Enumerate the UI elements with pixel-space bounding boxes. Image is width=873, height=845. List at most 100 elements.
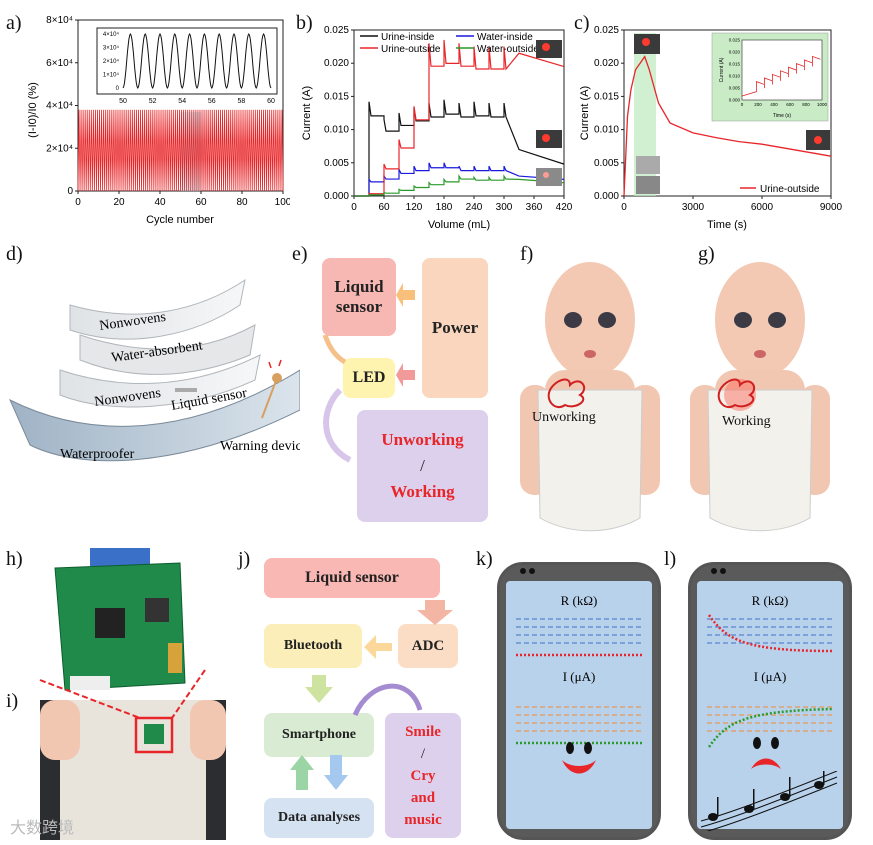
e-unworking-label: Unworking — [381, 430, 464, 449]
xtick-label: 6000 — [751, 202, 774, 213]
chart-b-line-urine-inside — [354, 99, 565, 197]
j-liquid-sensor-box: Liquid sensor — [264, 558, 440, 598]
xtick-label: 60 — [378, 202, 390, 213]
inset-ytick-label: 0.010 — [729, 74, 741, 79]
xtick-label: 420 — [556, 202, 573, 213]
watermark: 大数跨境 — [10, 820, 75, 837]
j-adc-box: ADC — [398, 624, 458, 668]
inset-xtick-label: 50 — [119, 98, 127, 105]
baby-with-circuit-photo — [40, 700, 226, 840]
indicator-outline-off — [547, 378, 586, 409]
music-notes-icon — [700, 771, 838, 831]
inset-xtick-label: 52 — [149, 98, 157, 105]
sad-face-icon — [751, 737, 781, 769]
phone-normal: R (kΩ) I (μA) — [497, 562, 661, 840]
water-absorbent-layer — [79, 324, 256, 375]
label-warning-device: Warning device — [220, 439, 300, 454]
ytick-label: 0.010 — [324, 125, 349, 136]
j-arrows — [290, 600, 453, 790]
e-liquid-sensor-box: Liquid sensor — [322, 258, 396, 336]
chart-c-inset-ylabel: Current (A) — [719, 57, 725, 82]
led-glow — [724, 379, 756, 411]
inset-xtick-label: 54 — [178, 98, 186, 105]
inset-xtick-label: 600 — [786, 102, 794, 107]
j-output-box: Smile / Cry and music — [385, 713, 461, 838]
circuit-board-photo — [40, 548, 212, 698]
panel-label-g: g) — [698, 243, 715, 265]
panel-label-j: j) — [238, 548, 251, 570]
panel-label-l: l) — [664, 548, 677, 570]
chart-a-ylabel: (I-I0)/I0 (%) — [27, 82, 39, 138]
xtick-label: 100 — [275, 197, 290, 208]
legend-water-inside: Water-inside — [477, 32, 533, 43]
j-cry: Cry — [410, 767, 436, 784]
ytick-label: 0.010 — [594, 125, 619, 136]
j-smartphone-box: Smartphone — [264, 713, 374, 757]
xtick-label: 3000 — [682, 202, 705, 213]
chart-b-line-water-inside — [354, 162, 565, 197]
chart-c-line — [623, 55, 832, 197]
chart-c-photos — [634, 34, 830, 194]
arrow-power-to-led — [396, 363, 415, 387]
inset-ytick-label: 4×10⁴ — [103, 31, 120, 38]
panel-label-b: b) — [296, 12, 313, 34]
legend-water-outside: Water-outside — [477, 44, 539, 55]
xtick-label: 20 — [113, 197, 125, 208]
e-power-box: Power — [422, 258, 488, 398]
zoom-lines — [39, 669, 206, 719]
l-i-label: I (μA) — [753, 669, 787, 684]
ytick-label: 0.015 — [324, 91, 349, 102]
inset-xtick-label: 800 — [802, 102, 810, 107]
inset-ytick-label: 0.020 — [729, 50, 741, 55]
arrow-data-up — [290, 755, 314, 790]
panel-label-h: h) — [6, 548, 23, 570]
ytick-label: 0.005 — [324, 158, 349, 169]
arrow-bluetooth-to-smartphone — [305, 675, 333, 703]
l-r-label: R (kΩ) — [751, 593, 789, 608]
nonwovens-lower-layer — [59, 354, 261, 408]
arrow-led-to-state — [323, 387, 352, 463]
xtick-label: 180 — [436, 202, 453, 213]
inset-xtick-label: 58 — [238, 98, 246, 105]
chart-c-inset-frame — [741, 39, 823, 101]
xtick-label: 0 — [621, 202, 627, 213]
chart-c-legend: Urine-outside — [760, 184, 820, 195]
ytick-label: 0.000 — [324, 191, 349, 202]
e-slash: / — [420, 456, 425, 475]
arrow-sensor-to-led — [322, 334, 347, 365]
inset-ytick-label: 0.015 — [729, 62, 741, 67]
inset-xtick-label: 60 — [267, 98, 275, 105]
ytick-label: 6×10⁴ — [46, 58, 73, 69]
f-unworking-label: Unworking — [532, 410, 596, 425]
chart-c-inset-series — [741, 55, 821, 97]
panel-label-k: k) — [476, 548, 493, 570]
chart-c-frame — [623, 29, 832, 197]
ytick-label: 0.005 — [594, 158, 619, 169]
chart-b: 0.000 0.005 0.010 0.015 0.020 0.025 0 60 120 180… — [301, 25, 573, 231]
inset-ytick-label: 0.025 — [729, 38, 741, 43]
inset-ytick-label: 2×10⁴ — [103, 58, 120, 65]
xtick-label: 240 — [466, 202, 483, 213]
inset-ytick-label: 0.000 — [729, 98, 741, 103]
xtick-label: 360 — [526, 202, 543, 213]
xtick-label: 120 — [406, 202, 423, 213]
legend-urine-outside: Urine-outside — [381, 44, 441, 55]
arrow-adc-to-bluetooth — [364, 635, 392, 659]
arrow-power-to-sensor — [396, 283, 415, 307]
chart-a-xlabel: Cycle number — [146, 214, 214, 226]
baby-photo-unworking: Unworking — [510, 250, 670, 545]
e-state-box: Unworking / Working — [357, 410, 488, 522]
ytick-label: 0.025 — [324, 25, 349, 36]
chart-b-photos — [536, 40, 562, 186]
j-and: and — [410, 789, 436, 806]
ytick-label: 0.020 — [594, 58, 619, 69]
xtick-label: 0 — [351, 202, 357, 213]
liquid-sensor-chip — [175, 388, 197, 392]
e-working-label: Working — [390, 482, 455, 501]
ytick-label: 2×10⁴ — [46, 143, 73, 154]
panel-label-c: c) — [574, 12, 590, 34]
k-i-label: I (μA) — [562, 669, 596, 684]
inset-ytick-label: 0.005 — [729, 86, 741, 91]
diaper-layers-diagram: Nonwovens Water-absorbent Nonwovens Liqu… — [8, 278, 300, 462]
circuit-highlight-box — [134, 716, 174, 754]
